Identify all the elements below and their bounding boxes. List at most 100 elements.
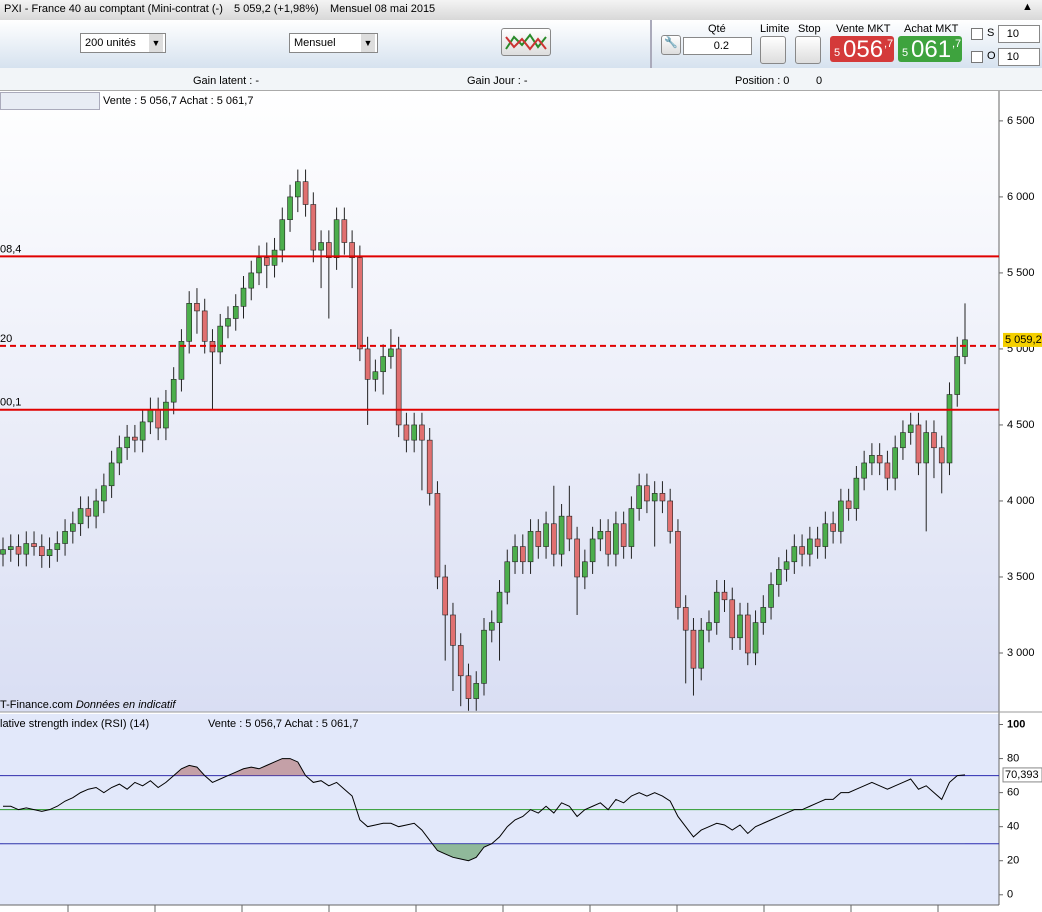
candle-body (512, 546, 518, 563)
buy-decimal: ,7 (952, 38, 962, 50)
candle-body (186, 303, 192, 342)
candle-body (46, 549, 53, 556)
sell-decimal: ,7 (884, 38, 894, 50)
size-select[interactable]: 200 unités (80, 33, 166, 53)
candle-body (519, 546, 526, 563)
candle-body (504, 561, 511, 593)
candle-body (287, 196, 293, 221)
candle-body (962, 339, 968, 357)
candle-body (915, 424, 922, 464)
qty-label: Qté (708, 23, 726, 35)
candle-body (132, 436, 138, 441)
candle-body (900, 432, 906, 449)
candle-body (644, 485, 650, 502)
candle-body (326, 242, 332, 259)
candle-body (776, 569, 782, 585)
candle-body (23, 543, 30, 555)
menu-icon[interactable]: ▲ (1022, 1, 1033, 13)
candle-body (434, 493, 441, 578)
candle-body (364, 348, 371, 380)
s-label: S (987, 27, 995, 39)
o-input[interactable]: 10 (998, 48, 1040, 66)
candle-body (907, 424, 914, 433)
candle-body (457, 645, 464, 677)
buy-main: 061 (911, 36, 952, 63)
o-label: O (987, 50, 996, 62)
candle-body (551, 523, 557, 555)
candle-body (605, 531, 611, 555)
candle-body (869, 455, 875, 464)
candle-body (574, 538, 580, 578)
candle-body (535, 531, 542, 547)
stop-button[interactable] (795, 36, 821, 64)
quote: 5 059,2 (+1,98%) (234, 3, 319, 15)
candle-body (411, 424, 417, 441)
s-input[interactable]: 10 (998, 25, 1040, 43)
last-price-tag (1003, 332, 1042, 347)
indicator-button[interactable] (501, 28, 551, 56)
candle-body (636, 485, 642, 509)
candle-body (302, 181, 309, 205)
candle-body (807, 538, 813, 555)
candle-body (380, 356, 386, 373)
y-tick-label: 6 000 (1007, 191, 1035, 203)
candle-body (543, 523, 549, 547)
candle-body (659, 493, 666, 502)
candle-body (349, 242, 355, 259)
buy-prefix: 5 (902, 47, 909, 59)
candle-body (70, 523, 76, 532)
settings-button[interactable]: 🔧 (661, 35, 681, 55)
candle-body (240, 287, 247, 307)
candle-body (395, 348, 402, 426)
candle-body (54, 543, 61, 550)
limit-button[interactable] (760, 36, 786, 64)
candle-body (954, 356, 961, 395)
candle-body (139, 421, 146, 441)
limit-label: Limite (760, 23, 790, 35)
candle-body (582, 561, 588, 578)
candle-body (690, 629, 697, 669)
candle-body (147, 409, 154, 423)
chart-tools[interactable] (0, 92, 100, 110)
s-checkbox[interactable] (971, 28, 983, 40)
candle-body (93, 500, 99, 517)
candle-body (62, 531, 68, 544)
candle-body (403, 424, 410, 441)
y-tick-label: 0 (1007, 889, 1013, 901)
y-tick-label: 4 500 (1007, 419, 1035, 431)
buy-button[interactable]: 5 061,7 (898, 36, 962, 63)
candle-body (589, 538, 596, 563)
sell-button[interactable]: 5 056,7 (830, 36, 894, 63)
candle-body (496, 591, 503, 623)
candle-body (310, 204, 317, 251)
buy-label: Achat MKT (904, 23, 959, 35)
qty-input[interactable]: 0.2 (683, 37, 752, 55)
info-bar: Gain latent : - Gain Jour : - Position :… (0, 68, 1042, 91)
candle-body (77, 508, 84, 525)
candle-body (85, 508, 92, 517)
candle-body (830, 523, 836, 532)
last-value-label: 70,393 (1005, 769, 1039, 781)
candle-body (814, 538, 821, 547)
candle-body (271, 249, 278, 266)
stop-label: Stop (798, 23, 821, 35)
candle-body (225, 318, 231, 327)
candle-body (760, 607, 767, 623)
candle-body (279, 219, 286, 251)
period-select[interactable]: Mensuel (289, 33, 378, 53)
candle-body (597, 531, 604, 540)
candle-body (938, 447, 945, 464)
y-tick-label: 3 000 (1007, 647, 1035, 659)
candle-body (124, 436, 130, 449)
candle-body (318, 242, 324, 251)
candle-body (155, 409, 161, 429)
candle-body (170, 379, 177, 403)
candle-body (675, 531, 681, 608)
title: PXI - France 40 au comptant (Mini-contra… (4, 3, 223, 15)
y-tick-label: 3 500 (1007, 571, 1035, 583)
rsi-tools[interactable] (152, 717, 202, 731)
candle-body (667, 500, 673, 532)
candle-body (527, 531, 534, 563)
y-tick-label: 6 500 (1007, 115, 1035, 127)
o-checkbox[interactable] (971, 51, 983, 63)
